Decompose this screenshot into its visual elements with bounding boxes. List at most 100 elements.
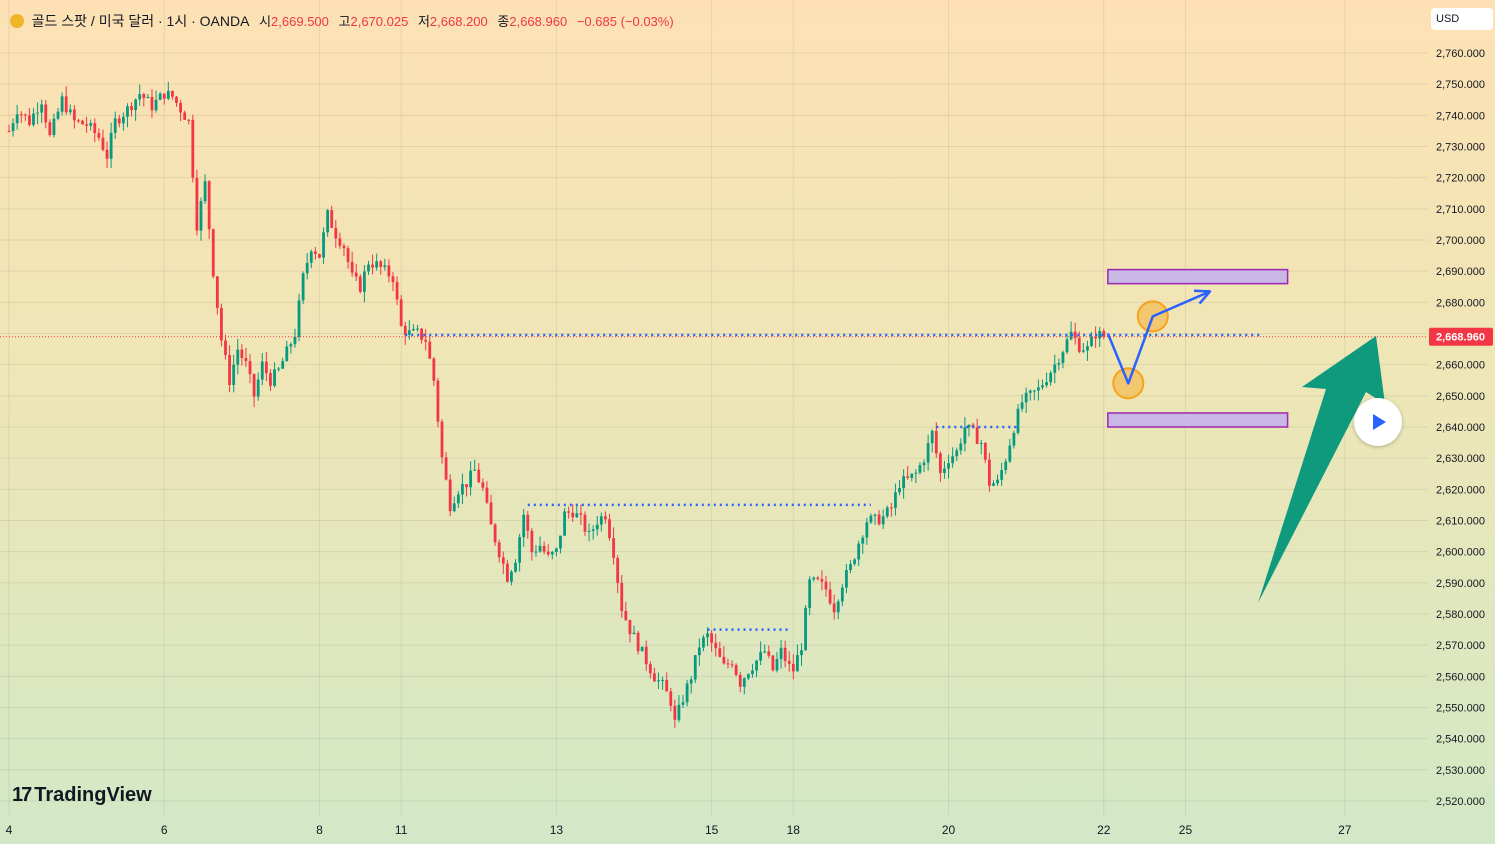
candle[interactable] — [375, 261, 379, 268]
candle[interactable] — [269, 373, 272, 386]
candle[interactable] — [211, 229, 215, 277]
candle[interactable] — [465, 484, 468, 488]
candle[interactable] — [644, 646, 648, 665]
candle[interactable] — [48, 122, 52, 136]
candle[interactable] — [154, 99, 158, 111]
candle[interactable] — [23, 114, 27, 116]
candle[interactable] — [150, 96, 154, 111]
candle[interactable] — [922, 462, 926, 466]
candle[interactable] — [669, 691, 673, 706]
candle[interactable] — [1020, 402, 1024, 409]
candle[interactable] — [877, 514, 881, 525]
candle[interactable] — [244, 357, 248, 362]
candle[interactable] — [934, 430, 938, 454]
candle[interactable] — [379, 261, 383, 267]
candle[interactable] — [714, 642, 718, 649]
candle[interactable] — [873, 514, 877, 516]
candle[interactable] — [273, 369, 276, 386]
candle[interactable] — [146, 96, 150, 99]
candle[interactable] — [28, 115, 31, 125]
candle[interactable] — [730, 664, 734, 666]
candle[interactable] — [436, 380, 440, 422]
candle[interactable] — [330, 210, 334, 228]
candle[interactable] — [1069, 331, 1073, 340]
candle[interactable] — [473, 469, 477, 471]
candle[interactable] — [121, 116, 125, 124]
candle[interactable] — [260, 361, 264, 380]
candle[interactable] — [77, 120, 80, 122]
candle[interactable] — [779, 647, 783, 660]
candle[interactable] — [648, 664, 652, 674]
candle[interactable] — [195, 177, 199, 231]
candle[interactable] — [624, 611, 628, 620]
candle[interactable] — [591, 529, 595, 532]
candle[interactable] — [534, 551, 538, 553]
candle[interactable] — [530, 530, 534, 553]
candle[interactable] — [346, 248, 350, 262]
candle[interactable] — [988, 459, 991, 486]
candle[interactable] — [579, 513, 583, 515]
candle[interactable] — [938, 453, 942, 473]
candle[interactable] — [362, 271, 366, 292]
candle[interactable] — [44, 104, 48, 123]
candle[interactable] — [203, 181, 207, 202]
candle[interactable] — [162, 93, 166, 99]
candle[interactable] — [636, 632, 640, 652]
candle[interactable] — [889, 507, 893, 509]
candle[interactable] — [587, 531, 591, 533]
candle[interactable] — [236, 349, 240, 365]
candle[interactable] — [493, 524, 497, 543]
candle[interactable] — [456, 494, 460, 504]
tradingview-logo[interactable]: 17 TradingView — [12, 784, 152, 807]
symbol-title[interactable]: 골드 스팟 / 미국 달러 · 1시 · OANDA — [31, 13, 250, 29]
candle[interactable] — [702, 637, 705, 648]
candle[interactable] — [599, 516, 603, 525]
candle[interactable] — [1028, 390, 1032, 393]
candle[interactable] — [399, 299, 403, 326]
candle[interactable] — [857, 543, 861, 560]
candle[interactable] — [497, 542, 501, 558]
candle[interactable] — [706, 633, 709, 638]
candle[interactable] — [11, 123, 15, 132]
candle[interactable] — [767, 651, 771, 656]
candle[interactable] — [689, 679, 693, 684]
candle[interactable] — [334, 227, 338, 239]
candle[interactable] — [72, 109, 76, 121]
candle[interactable] — [1065, 339, 1069, 353]
candle[interactable] — [469, 470, 473, 488]
candle[interactable] — [546, 551, 550, 555]
candle[interactable] — [955, 450, 959, 457]
candle[interactable] — [297, 300, 301, 337]
candle[interactable] — [407, 330, 411, 335]
candle[interactable] — [1049, 372, 1053, 383]
candle[interactable] — [367, 264, 370, 272]
candle[interactable] — [60, 96, 64, 112]
candle[interactable] — [338, 238, 342, 246]
candle[interactable] — [326, 210, 330, 233]
candle[interactable] — [383, 265, 387, 267]
candle[interactable] — [179, 103, 182, 113]
candle[interactable] — [1041, 385, 1044, 388]
candle[interactable] — [1102, 331, 1106, 337]
candle[interactable] — [693, 655, 697, 680]
candle[interactable] — [894, 492, 897, 508]
candle[interactable] — [567, 511, 571, 513]
candle[interactable] — [15, 114, 19, 124]
candle[interactable] — [559, 535, 562, 549]
candle[interactable] — [232, 364, 236, 385]
candle[interactable] — [677, 704, 681, 720]
candle[interactable] — [1061, 352, 1065, 364]
candle[interactable] — [52, 118, 56, 136]
candle[interactable] — [836, 601, 840, 613]
candle[interactable] — [85, 124, 89, 126]
candle[interactable] — [673, 705, 677, 720]
candle[interactable] — [796, 655, 799, 672]
candle[interactable] — [171, 90, 174, 97]
candle[interactable] — [746, 674, 750, 679]
candle[interactable] — [620, 582, 624, 612]
candle[interactable] — [1098, 331, 1102, 339]
candle[interactable] — [109, 132, 113, 159]
candle[interactable] — [918, 465, 922, 473]
candle[interactable] — [248, 361, 252, 375]
